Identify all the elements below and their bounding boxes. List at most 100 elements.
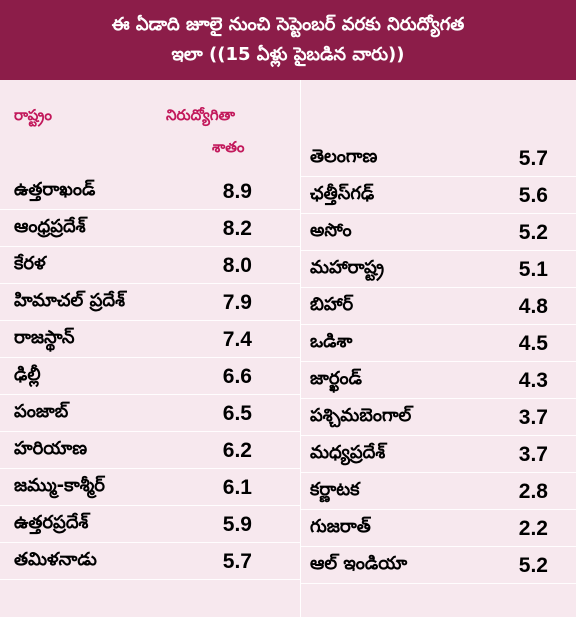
- unemployment-rate: 8.2: [222, 216, 252, 240]
- row-separator: [301, 250, 576, 251]
- row-separator: [0, 468, 300, 469]
- table-row: ఉత్తరాఖండ్ 8.9: [14, 173, 252, 210]
- unemployment-rate: 4.5: [518, 331, 548, 355]
- table-row: ఉత్తరప్రదేశ్ 5.9: [14, 506, 252, 543]
- table-row: మహారాష్ట్ర 5.1: [310, 251, 548, 288]
- table-row: మధ్యప్రదేశ్ 3.7: [310, 436, 548, 473]
- state-name: జమ్ము-కాశ్మీర్: [14, 475, 105, 496]
- row-separator: [301, 583, 576, 584]
- state-name: జార్ఖండ్: [310, 368, 362, 389]
- state-name: హరియాణ: [14, 438, 88, 459]
- unemployment-rate: 6.5: [222, 401, 252, 425]
- table-row: జార్ఖండ్ 4.3: [310, 362, 548, 399]
- row-separator: [0, 579, 300, 580]
- state-name: గుజరాత్: [310, 516, 371, 537]
- header-title-line1: ఈ ఏడాది జూలై నుంచి సెప్టెంబర్ వరకు నిరుద…: [111, 14, 465, 35]
- unemployment-rate: 5.2: [518, 220, 548, 244]
- state-name: పంజాబ్: [14, 401, 69, 422]
- table-row: అసోం 5.2: [310, 214, 548, 251]
- table-row: ఒడిశా 4.5: [310, 325, 548, 362]
- table-row: హరియాణ 6.2: [14, 432, 252, 469]
- unemployment-rate: 6.1: [222, 475, 252, 499]
- row-separator: [301, 546, 576, 547]
- unemployment-rate: 5.7: [518, 146, 548, 170]
- state-name: ఉత్తరప్రదేశ్: [14, 512, 89, 533]
- unemployment-rate: 2.2: [518, 516, 548, 540]
- rate-column-header-line1: నిరుద్యోగితా: [166, 106, 236, 124]
- unemployment-rate: 2.8: [518, 479, 548, 503]
- row-separator: [301, 435, 576, 436]
- row-separator: [0, 246, 300, 247]
- table-row: బిహార్ 4.8: [310, 288, 548, 325]
- row-separator: [301, 287, 576, 288]
- unemployment-rate: 3.7: [518, 442, 548, 466]
- unemployment-rate: 8.0: [222, 253, 252, 277]
- row-separator: [0, 209, 300, 210]
- row-separator: [301, 176, 576, 177]
- state-name: మధ్యప్రదేశ్: [310, 442, 386, 463]
- state-name: కేరళ: [14, 253, 46, 274]
- column-divider: [300, 80, 301, 617]
- row-separator: [301, 361, 576, 362]
- unemployment-rate: 6.6: [222, 364, 252, 388]
- state-name: బిహార్: [310, 294, 354, 315]
- row-separator: [301, 472, 576, 473]
- row-separator: [301, 398, 576, 399]
- row-separator: [0, 542, 300, 543]
- state-name: అసోం: [310, 220, 352, 241]
- state-column-header: రాష్ట్రం: [14, 106, 52, 124]
- row-separator: [0, 357, 300, 358]
- unemployment-rate: 4.3: [518, 368, 548, 392]
- unemployment-rate: 3.7: [518, 405, 548, 429]
- unemployment-rate: 7.4: [222, 327, 252, 351]
- table-row: గుజరాత్ 2.2: [310, 510, 548, 547]
- table-row: పశ్చిమబెంగాల్ 3.7: [310, 399, 548, 436]
- state-name: ఉత్తరాఖండ్: [14, 179, 96, 200]
- unemployment-rate: 5.9: [222, 512, 252, 536]
- row-separator: [301, 324, 576, 325]
- state-name: ఒడిశా: [310, 331, 353, 352]
- state-name: కర్ణాటక: [310, 479, 360, 500]
- row-separator: [0, 505, 300, 506]
- state-name: ఆంధ్రప్రదేశ్: [14, 216, 86, 237]
- unemployment-rate: 8.9: [222, 179, 252, 203]
- row-separator: [0, 394, 300, 395]
- table-row: రాజస్థాన్ 7.4: [14, 321, 252, 358]
- row-separator: [0, 283, 300, 284]
- state-name: రాజస్థాన్: [14, 327, 75, 348]
- table-row: కేరళ 8.0: [14, 247, 252, 284]
- state-name: తెలంగాణ: [310, 146, 378, 167]
- table-body: రాష్ట్రం నిరుద్యోగితా శాతం ఉత్తరాఖండ్ 8.9…: [0, 80, 576, 617]
- table-row: జమ్ము-కాశ్మీర్ 6.1: [14, 469, 252, 506]
- row-separator: [301, 509, 576, 510]
- state-name: ఢిల్లీ: [14, 364, 41, 385]
- state-name: హిమాచల్ ప్రదేశ్: [14, 290, 125, 311]
- table-row: తమిళనాడు 5.7: [14, 543, 252, 580]
- row-separator: [0, 320, 300, 321]
- table-row: ఢిల్లీ 6.6: [14, 358, 252, 395]
- unemployment-rate: 5.1: [518, 257, 548, 281]
- table-row: ఛత్తీస్‌గఢ్ 5.6: [310, 177, 548, 214]
- state-name: మహారాష్ట్ర: [310, 257, 385, 278]
- table-row: హిమాచల్ ప్రదేశ్ 7.9: [14, 284, 252, 321]
- table-row: పంజాబ్ 6.5: [14, 395, 252, 432]
- unemployment-rate: 7.9: [222, 290, 252, 314]
- unemployment-rate: 4.8: [518, 294, 548, 318]
- state-name: పశ్చిమబెంగాల్: [310, 405, 412, 426]
- row-separator: [0, 431, 300, 432]
- unemployment-rate: 5.7: [222, 549, 252, 573]
- unemployment-rate: 6.2: [222, 438, 252, 462]
- table-row: ఆల్ ఇండియా 5.2: [310, 547, 548, 584]
- state-name: ఛత్తీస్‌గఢ్: [310, 183, 375, 204]
- unemployment-rate: 5.6: [518, 183, 548, 207]
- state-name: తమిళనాడు: [14, 549, 97, 570]
- state-name: ఆల్ ఇండియా: [310, 553, 408, 574]
- table-row: కర్ణాటక 2.8: [310, 473, 548, 510]
- row-separator: [301, 213, 576, 214]
- header-title-line2: ఇలా ((15 ఏళ్లు పైబడిన వారు)): [171, 44, 405, 65]
- table-header: ఈ ఏడాది జూలై నుంచి సెప్టెంబర్ వరకు నిరుద…: [0, 0, 576, 80]
- unemployment-rate: 5.2: [518, 553, 548, 577]
- table-row: ఆంధ్రప్రదేశ్ 8.2: [14, 210, 252, 247]
- table-row: తెలంగాణ 5.7: [310, 140, 548, 177]
